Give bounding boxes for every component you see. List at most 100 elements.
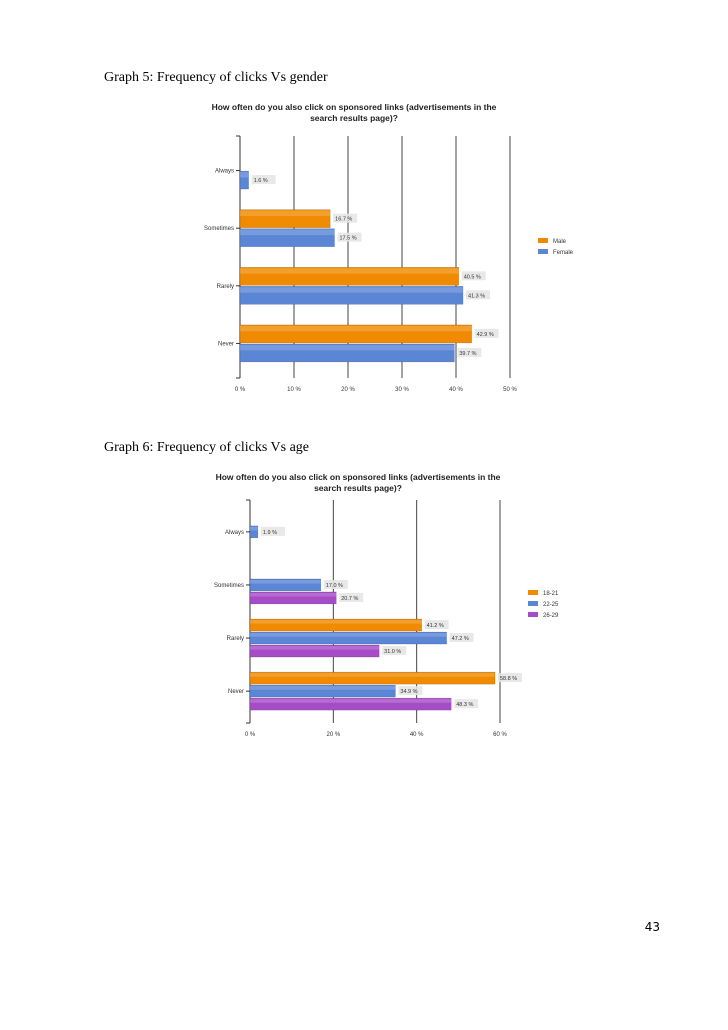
- data-label-box: [398, 686, 423, 696]
- bar: [239, 324, 472, 344]
- bar: [239, 343, 455, 363]
- legend-swatch: [538, 238, 548, 243]
- bar-highlight: [250, 699, 452, 703]
- legend-label: 22-25: [543, 602, 559, 608]
- bar: [239, 267, 459, 286]
- data-label-box: [339, 592, 364, 602]
- data-label: 20.7 %: [341, 596, 358, 602]
- chart-title-line: How often do you also click on sponsored…: [212, 102, 497, 112]
- bar: [249, 631, 447, 645]
- data-label: 48.3 %: [456, 702, 473, 708]
- chart-title-line: search results page)?: [314, 483, 402, 493]
- bar-highlight: [250, 686, 396, 690]
- bar: [249, 697, 452, 711]
- bar: [249, 644, 380, 658]
- data-label: 1.9 %: [263, 530, 277, 536]
- bar-highlight: [240, 287, 464, 293]
- data-label-box: [251, 175, 276, 185]
- bar: [239, 286, 464, 305]
- data-label-box: [449, 633, 474, 643]
- legend-swatch: [538, 249, 548, 254]
- x-tick-label: 20 %: [326, 732, 340, 738]
- chart-title-line: search results page)?: [310, 113, 398, 123]
- data-label: 1.6 %: [254, 178, 268, 184]
- category-label: Rarely: [227, 636, 244, 642]
- x-tick-label: 40 %: [410, 732, 424, 738]
- data-label: 41.2 %: [427, 623, 444, 629]
- data-label: 34.9 %: [400, 689, 417, 695]
- data-label-box: [474, 328, 499, 338]
- legend-label: 18-21: [543, 591, 559, 597]
- category-label: Always: [225, 530, 244, 536]
- data-label-box: [333, 213, 358, 223]
- x-tick-label: 10 %: [287, 387, 301, 393]
- bar-highlight: [240, 344, 455, 351]
- legend-swatch: [528, 612, 538, 617]
- data-label-box: [337, 232, 362, 242]
- data-label-box: [454, 699, 479, 709]
- data-label: 17.5 %: [340, 236, 357, 242]
- bar: [239, 228, 335, 247]
- data-label: 42.9 %: [477, 332, 494, 338]
- category-label: Sometimes: [204, 226, 234, 232]
- bar: [249, 684, 396, 698]
- bar: [249, 671, 496, 685]
- data-label-box: [260, 526, 285, 536]
- bar-highlight: [240, 210, 331, 217]
- bar-highlight: [250, 620, 422, 624]
- bar-highlight: [250, 579, 321, 584]
- bar: [249, 591, 337, 605]
- x-tick-label: 50 %: [503, 387, 517, 393]
- x-tick-label: 40 %: [449, 387, 463, 393]
- bar-highlight: [250, 526, 258, 531]
- category-label: Rarely: [217, 284, 234, 290]
- bar: [249, 525, 259, 539]
- category-label: Sometimes: [214, 583, 244, 589]
- data-label-box: [498, 673, 522, 683]
- bar-highlight: [250, 592, 337, 597]
- legend-label: Male: [553, 239, 567, 245]
- data-label-box: [457, 347, 482, 357]
- category-label: Never: [218, 341, 234, 347]
- legend-label: Female: [553, 250, 574, 256]
- x-tick-label: 30 %: [395, 387, 409, 393]
- bar-highlight: [240, 325, 472, 332]
- data-label: 39.7 %: [459, 351, 476, 357]
- chart-title-line: How often do you also click on sponsored…: [216, 472, 501, 482]
- bar: [249, 618, 422, 632]
- data-label-box: [424, 620, 449, 630]
- data-label: 40.5 %: [464, 274, 481, 280]
- bar-highlight: [240, 172, 249, 178]
- graph-5-caption: Graph 5: Frequency of clicks Vs gender: [104, 70, 328, 85]
- chart-title: How often do you also click on sponsored…: [216, 472, 501, 493]
- bar-highlight: [250, 633, 447, 637]
- data-label-box: [382, 646, 407, 656]
- category-label: Always: [215, 169, 234, 175]
- data-label: 41.3 %: [468, 293, 485, 299]
- data-label-box: [461, 271, 486, 281]
- graph-6-caption: Graph 6: Frequency of clicks Vs age: [104, 440, 310, 455]
- x-tick-label: 20 %: [341, 387, 355, 393]
- page-number: 43: [644, 920, 660, 934]
- graph-5-chart: How often do you also click on sponsored…: [204, 102, 574, 393]
- legend-swatch: [528, 590, 538, 595]
- bar: [239, 209, 331, 228]
- bar: [239, 170, 249, 190]
- data-label-box: [466, 290, 491, 300]
- bar-highlight: [240, 268, 459, 274]
- data-label: 58.8 %: [500, 676, 517, 682]
- data-label: 47.2 %: [452, 636, 469, 642]
- data-label: 17.0 %: [326, 583, 343, 589]
- bar-highlight: [240, 229, 335, 236]
- x-tick-label: 0 %: [245, 732, 256, 738]
- chart-title: How often do you also click on sponsored…: [212, 102, 497, 123]
- data-label: 31.0 %: [384, 649, 401, 655]
- legend-swatch: [528, 601, 538, 606]
- legend-label: 26-29: [543, 613, 559, 619]
- x-tick-label: 60 %: [493, 732, 507, 738]
- bar-highlight: [250, 673, 495, 677]
- data-label: 16.7 %: [335, 217, 352, 223]
- category-label: Never: [228, 689, 244, 695]
- graph-6-chart: How often do you also click on sponsored…: [214, 472, 559, 738]
- bar-highlight: [250, 646, 380, 650]
